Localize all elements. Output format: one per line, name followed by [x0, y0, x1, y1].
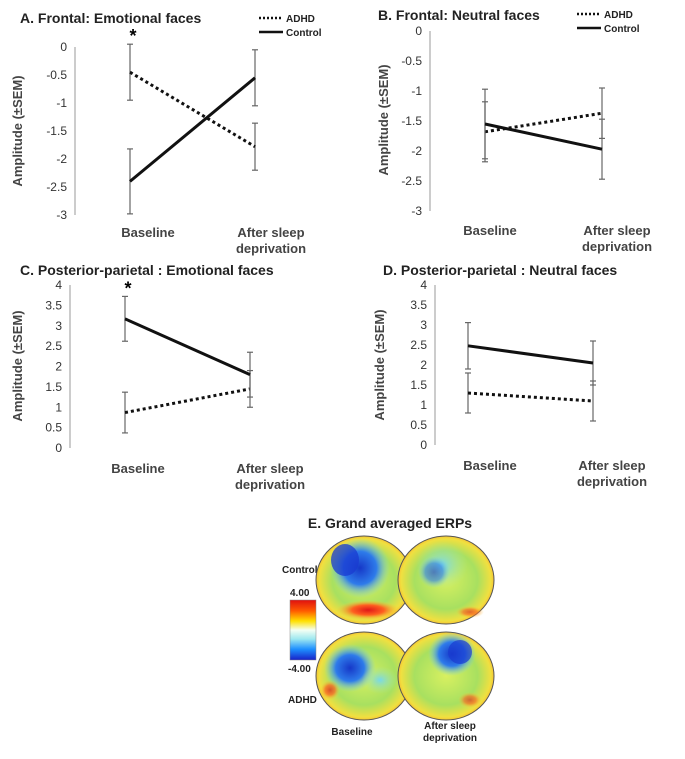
legend-label: Control: [604, 24, 640, 35]
y-tick-label: 0.5: [45, 421, 62, 435]
erp-head-adhd-after: [397, 631, 495, 721]
x-tick-label-line: deprivation: [582, 239, 652, 254]
erp-col-label-after: After sleep deprivation: [423, 721, 477, 744]
erp-head-adhd-baseline: [315, 631, 413, 721]
series-line-control: [129, 76, 256, 183]
y-tick-label: 0: [420, 438, 427, 452]
erp-col-label-after-line: deprivation: [423, 733, 477, 744]
series-line-adhd: [124, 387, 251, 415]
y-tick-label: -2.5: [46, 180, 67, 194]
chart-title: C. Posterior-parietal : Emotional faces: [20, 262, 274, 278]
series-line-adhd: [467, 391, 594, 403]
erp-panel: E. Grand averaged ERPs Control ADHD 4.00…: [282, 515, 495, 744]
chart-title: D. Posterior-parietal : Neutral faces: [383, 262, 617, 278]
color-scale-bar: [289, 599, 317, 661]
y-tick-label: -1: [56, 96, 67, 110]
x-tick-label: After sleep deprivation: [582, 223, 652, 254]
legend-label: ADHD: [604, 10, 633, 21]
significance-marker: *: [124, 278, 131, 298]
y-tick-label: -3: [411, 204, 422, 218]
y-tick-label: 3: [55, 319, 62, 333]
erp-title: E. Grand averaged ERPs: [308, 515, 472, 531]
series-line-control: [124, 317, 251, 377]
x-tick-label-line: deprivation: [235, 477, 305, 492]
y-tick-label: 1: [55, 400, 62, 414]
y-tick-label: 2: [55, 360, 62, 374]
chart-1: A. Frontal: Emotional faces 0 -0.5 -1 -1.5 -2…: [10, 10, 322, 256]
chart-3: C. Posterior-parietal : Emotional faces4…: [10, 262, 305, 492]
series-line-control: [484, 122, 603, 151]
y-tick-label: 2: [420, 358, 427, 372]
y-tick-label: -1.5: [401, 114, 422, 128]
y-tick-label: 0.5: [410, 418, 427, 432]
legend-label: Control: [286, 28, 322, 39]
line-charts: A. Frontal: Emotional faces 0 -0.5 -1 -1.5 -2…: [10, 7, 652, 492]
y-tick-label: -1: [411, 84, 422, 98]
y-tick-label: 1.5: [410, 378, 427, 392]
erp-head-control-baseline: [315, 535, 413, 625]
y-tick-label: 3.5: [45, 298, 62, 312]
y-tick-label: 1.5: [45, 380, 62, 394]
y-tick-label: 2.5: [45, 339, 62, 353]
y-tick-label: 3.5: [410, 298, 427, 312]
y-tick-label: 1: [420, 398, 427, 412]
y-axis-label: Amplitude (±SEM): [10, 75, 25, 186]
erp-row-label-control: Control: [282, 565, 318, 576]
y-tick-label: -2.5: [401, 174, 422, 188]
chart-title: A. Frontal: Emotional faces: [20, 10, 201, 26]
x-tick-label: Baseline: [111, 461, 164, 476]
x-tick-label-line: Baseline: [111, 461, 164, 476]
y-tick-label: 0: [55, 441, 62, 455]
y-tick-label: -1.5: [46, 124, 67, 138]
y-tick-label: -2: [411, 144, 422, 158]
x-tick-label-line: After sleep: [237, 225, 304, 240]
significance-marker: *: [129, 26, 136, 46]
y-axis-label: Amplitude (±SEM): [376, 64, 391, 175]
x-tick-label: After sleep deprivation: [577, 458, 647, 489]
x-tick-label: After sleep deprivation: [236, 225, 306, 256]
x-tick-label-line: deprivation: [236, 241, 306, 256]
x-tick-label-line: After sleep: [236, 461, 303, 476]
x-tick-label: After sleep deprivation: [235, 461, 305, 492]
erp-col-label-after-line: After sleep: [424, 721, 476, 732]
erp-col-label-baseline: Baseline: [331, 727, 373, 738]
x-tick-label: Baseline: [463, 223, 516, 238]
x-tick-label-line: Baseline: [463, 458, 516, 473]
erp-row-label-adhd: ADHD: [288, 695, 317, 706]
x-tick-label-line: Baseline: [121, 225, 174, 240]
y-tick-label: -3: [56, 208, 67, 222]
y-tick-label: 2.5: [410, 338, 427, 352]
x-tick-label-line: Baseline: [463, 223, 516, 238]
x-tick-label-line: deprivation: [577, 474, 647, 489]
scale-min-label: -4.00: [288, 664, 311, 675]
y-tick-label: -2: [56, 152, 67, 166]
x-tick-label: Baseline: [121, 225, 174, 240]
chart-title: B. Frontal: Neutral faces: [378, 7, 540, 23]
y-tick-label: -0.5: [46, 68, 67, 82]
x-tick-label-line: After sleep: [578, 458, 645, 473]
y-tick-label: 0: [415, 24, 422, 38]
series-line-control: [467, 344, 594, 365]
scale-max-label: 4.00: [290, 588, 310, 599]
y-axis-label: Amplitude (±SEM): [10, 310, 25, 421]
y-axis-label: Amplitude (±SEM): [372, 309, 387, 420]
y-tick-label: 3: [420, 318, 427, 332]
y-tick-label: 4: [420, 278, 427, 292]
series-line-adhd: [129, 70, 256, 148]
y-tick-label: 4: [55, 278, 62, 292]
erp-head-control-after: [397, 535, 495, 625]
x-tick-label-line: After sleep: [583, 223, 650, 238]
x-tick-label: Baseline: [463, 458, 516, 473]
y-tick-label: -0.5: [401, 54, 422, 68]
y-tick-label: 0: [60, 40, 67, 54]
legend-label: ADHD: [286, 14, 315, 25]
